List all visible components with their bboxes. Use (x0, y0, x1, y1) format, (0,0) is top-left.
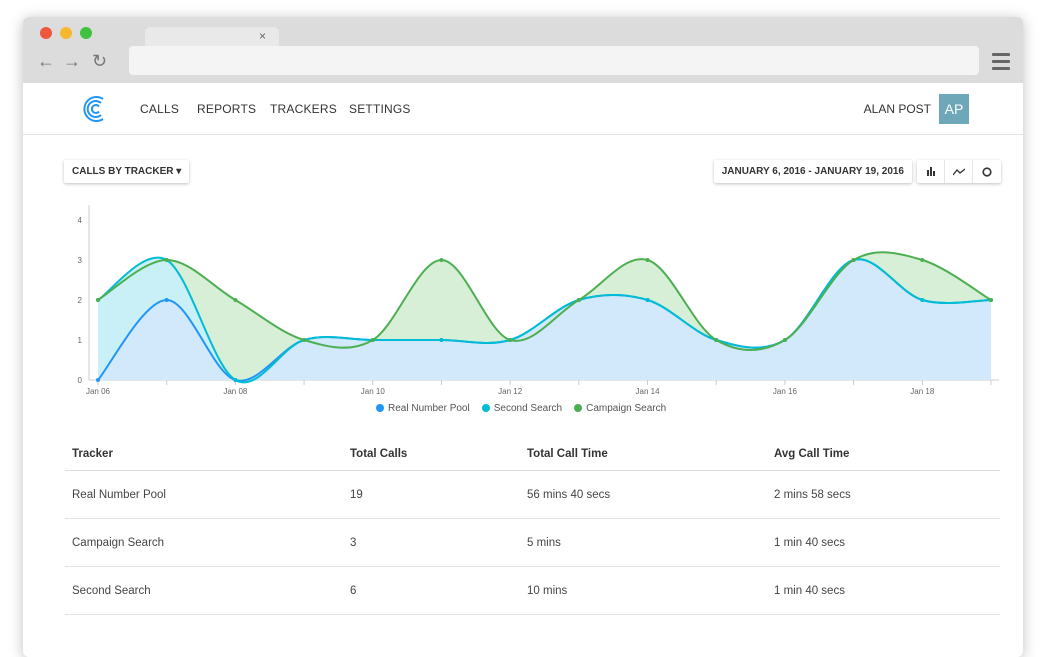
caret-down-icon: ▾ (176, 166, 182, 177)
point-campaign-search (989, 298, 993, 302)
x-tick-label: Jan 16 (773, 387, 798, 396)
address-bar[interactable] (129, 46, 979, 75)
dropdown-label: CALLS BY TRACKER (72, 166, 174, 177)
app-header: CALLS REPORTS TRACKERS SETTINGS ALAN POS… (23, 83, 1023, 135)
browser-tab[interactable] (145, 27, 279, 47)
cell-total-call-time: 56 mins 40 secs (527, 489, 611, 501)
legend-second-search[interactable]: Second Search (481, 403, 563, 414)
forward-icon[interactable]: → (63, 51, 81, 71)
y-tick-label: 1 (78, 336, 83, 345)
donut-chart-icon[interactable] (973, 160, 1001, 183)
point-campaign-search (714, 338, 719, 342)
point-campaign-search (233, 298, 238, 302)
cell-tracker: Campaign Search (72, 537, 165, 549)
calls-chart: 0 1 2 3 4 Jan 06 Jan 08 Jan 10 Jan 12 Jan 14 Jan 1… (78, 205, 999, 396)
x-tick-label: Jan 10 (361, 387, 386, 396)
nav-calls[interactable]: CALLS (140, 102, 180, 116)
app-logo[interactable] (81, 94, 107, 124)
point-second-search (439, 338, 444, 342)
y-tick-label: 4 (78, 216, 83, 225)
line-campaign-search (97, 251, 992, 351)
point-campaign-search (851, 258, 856, 262)
cell-total-calls: 19 (350, 489, 363, 501)
cell-tracker: Real Number Pool (72, 489, 166, 501)
x-tick-label: Jan 14 (636, 387, 661, 396)
cell-avg-call-time: 1 min 40 secs (774, 537, 845, 549)
header-total-calls: Total Calls (350, 448, 408, 460)
x-tick-label: Jan 18 (910, 387, 935, 396)
avatar[interactable]: AP (939, 94, 969, 124)
point-campaign-search (645, 258, 650, 262)
cell-tracker: Second Search (72, 585, 151, 597)
reload-icon[interactable]: ↻ (92, 51, 108, 71)
legend-real-number-pool[interactable]: Real Number Pool (376, 403, 470, 414)
chart-type-toggle (917, 160, 1001, 183)
header-total-call-time: Total Call Time (527, 448, 608, 460)
tracker-table: Tracker Total Calls Total Call Time Avg … (65, 440, 1000, 615)
table-row: Second Search 6 10 mins 1 min 40 secs (65, 567, 1000, 615)
calls-by-tracker-dropdown[interactable]: CALLS BY TRACKER ▾ (64, 160, 190, 183)
y-tick-label: 0 (78, 376, 83, 385)
browser-menu-icon[interactable] (992, 53, 1010, 74)
maximize-window-button[interactable] (80, 27, 92, 39)
legend-label: Second Search (493, 403, 563, 414)
header-avg-call-time: Avg Call Time (774, 448, 850, 460)
point-second-search (920, 298, 925, 302)
point-real-number-pool (96, 378, 100, 382)
cell-total-calls: 6 (350, 585, 357, 597)
tab-close-icon[interactable]: × (259, 29, 267, 43)
user-name[interactable]: ALAN POST (863, 102, 931, 116)
cell-total-call-time: 5 mins (527, 537, 561, 549)
table-row: Real Number Pool 19 56 mins 40 secs 2 mi… (65, 471, 1000, 519)
chart-legend: Real Number Pool Second Search Campaign … (376, 403, 666, 414)
x-tick-label: Jan 08 (223, 387, 248, 396)
legend-label: Real Number Pool (388, 403, 470, 414)
cell-total-calls: 3 (350, 537, 357, 549)
table-header: Tracker Total Calls Total Call Time Avg … (65, 440, 1000, 471)
date-range-picker[interactable]: JANUARY 6, 2016 - JANUARY 19, 2016 (713, 160, 912, 183)
browser-chrome: × ← → ↻ (23, 17, 1023, 83)
nav-trackers[interactable]: TRACKERS (270, 102, 337, 116)
point-second-search (233, 378, 238, 382)
point-campaign-search (96, 298, 100, 302)
table-row: Campaign Search 3 5 mins 1 min 40 secs (65, 519, 1000, 567)
legend-label: Campaign Search (586, 403, 667, 414)
point-campaign-search (782, 338, 787, 342)
cell-avg-call-time: 2 mins 58 secs (774, 489, 851, 501)
minimize-window-button[interactable] (60, 27, 72, 39)
bar-chart-icon[interactable] (917, 160, 945, 183)
x-tick-label: Jan 06 (86, 387, 111, 396)
point-campaign-search (920, 258, 925, 262)
point-campaign-search (164, 258, 169, 262)
cell-avg-call-time: 1 min 40 secs (774, 585, 845, 597)
y-tick-label: 3 (78, 256, 83, 265)
point-campaign-search (508, 338, 513, 342)
back-icon[interactable]: ← (37, 51, 55, 71)
nav-reports[interactable]: REPORTS (197, 102, 257, 116)
point-campaign-search (302, 338, 307, 342)
y-tick-label: 2 (78, 296, 83, 305)
point-campaign-search (439, 258, 444, 262)
point-real-number-pool (164, 298, 169, 302)
close-window-button[interactable] (40, 27, 52, 39)
line-chart-icon[interactable] (945, 160, 973, 183)
point-second-search (645, 298, 650, 302)
point-campaign-search (576, 298, 581, 302)
header-tracker: Tracker (72, 448, 113, 460)
legend-campaign-search[interactable]: Campaign Search (574, 403, 666, 414)
cell-total-call-time: 10 mins (527, 585, 568, 597)
nav-settings[interactable]: SETTINGS (349, 102, 411, 116)
point-campaign-search (370, 338, 375, 342)
x-tick-label: Jan 12 (498, 387, 523, 396)
